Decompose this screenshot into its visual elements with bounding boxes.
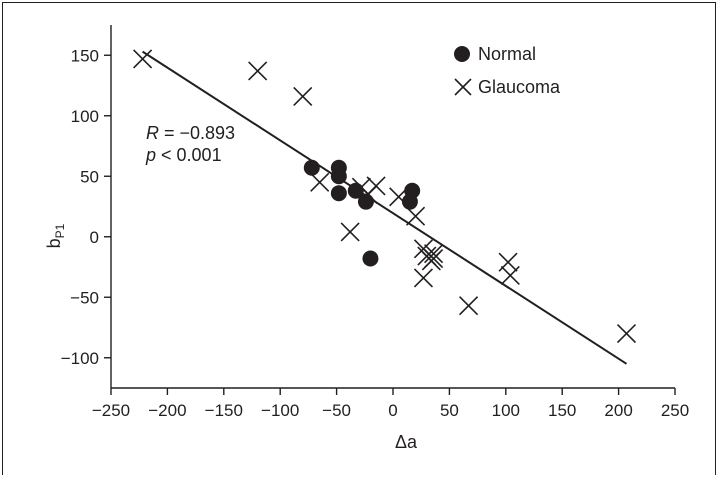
data-point-normal	[404, 182, 421, 199]
y-tick-label: −50	[70, 288, 99, 307]
data-point-glaucoma	[459, 296, 479, 316]
x-tick-label: 0	[388, 401, 397, 420]
legend-item-normal: Normal	[454, 44, 536, 64]
annotation-r-symbol: R	[146, 123, 159, 143]
x-tick-label: 100	[492, 401, 520, 420]
x-marker-stroke	[366, 176, 386, 196]
annotation-r-value: = −0.893	[159, 123, 235, 143]
fit-line-group	[142, 50, 628, 365]
data-point-glaucoma	[413, 268, 434, 288]
x-marker-stroke	[413, 268, 434, 288]
data-point-glaucoma	[389, 187, 409, 207]
x-tick-label: −150	[205, 401, 243, 420]
x-marker-stroke	[616, 323, 637, 344]
legend: Normal Glaucoma	[454, 44, 561, 97]
data-point-glaucoma	[248, 61, 268, 81]
data-point-glaucoma	[424, 248, 444, 269]
x-tick-label: −100	[261, 401, 299, 420]
x-tick-label: −250	[92, 401, 130, 420]
x-axis-title: Δa	[395, 432, 418, 452]
x-marker-stroke	[424, 244, 444, 264]
x-marker-stroke	[293, 86, 313, 106]
x-tick-label: 200	[604, 401, 632, 420]
data-point-glaucoma	[293, 86, 313, 106]
legend-marker-x	[454, 78, 472, 96]
y-axis-title-sub: P1	[53, 223, 67, 238]
data-point-normal	[362, 250, 379, 267]
y-axis-title: bP1	[44, 223, 67, 248]
data-point-normal	[330, 185, 347, 202]
data-point-normal	[357, 193, 374, 210]
x-tick-label: −50	[322, 401, 351, 420]
data-point-glaucoma	[310, 172, 330, 192]
y-axis-title-main: b	[44, 238, 64, 248]
legend-label-glaucoma: Glaucoma	[478, 77, 561, 97]
x-marker-stroke	[405, 206, 426, 226]
data-point-normal	[330, 168, 347, 185]
x-marker-stroke	[500, 265, 520, 286]
legend-marker-filled-circle	[454, 46, 470, 62]
x-marker-stroke	[413, 239, 434, 259]
x-marker-stroke	[310, 172, 330, 192]
data-point-glaucoma	[424, 244, 444, 264]
x-marker-stroke	[248, 61, 268, 81]
annotation-p-symbol: p	[145, 145, 156, 165]
x-marker-stroke	[424, 248, 444, 269]
annotation-p-value: < 0.001	[156, 145, 222, 165]
x-marker-stroke	[389, 187, 409, 207]
annotation-p: p < 0.001	[145, 145, 222, 165]
regression-line	[142, 50, 628, 365]
x-tick-label: 250	[661, 401, 689, 420]
y-tick-label: 150	[71, 46, 99, 65]
y-tick-label: −100	[61, 349, 99, 368]
y-tick-label: 50	[80, 167, 99, 186]
y-tick-label: 100	[71, 107, 99, 126]
axes: −250 −200 −150 −100 −50 0 50 100 150 200 250 −100 −5…	[61, 25, 689, 420]
data-point-glaucoma	[366, 176, 386, 196]
data-point-glaucoma	[405, 206, 426, 226]
x-marker-stroke	[133, 49, 153, 69]
x-tick-label: 50	[440, 401, 459, 420]
data-point-glaucoma	[498, 252, 518, 272]
stats-annotation: R = −0.893 p < 0.001	[145, 123, 235, 165]
legend-item-glaucoma: Glaucoma	[454, 77, 561, 97]
data-point-glaucoma	[340, 222, 360, 242]
data-point-glaucoma	[133, 49, 153, 69]
data-point-glaucoma	[500, 265, 520, 286]
data-marks	[133, 49, 637, 344]
x-tick-label: −200	[148, 401, 186, 420]
data-point-glaucoma	[616, 323, 637, 344]
legend-label-normal: Normal	[478, 44, 536, 64]
annotation-r: R = −0.893	[146, 123, 235, 143]
legend-x-stroke-b	[454, 78, 472, 96]
x-marker-stroke	[340, 222, 360, 242]
data-point-normal	[303, 159, 320, 176]
x-marker-stroke	[459, 296, 479, 316]
y-tick-label: 0	[90, 228, 99, 247]
x-tick-label: 150	[548, 401, 576, 420]
